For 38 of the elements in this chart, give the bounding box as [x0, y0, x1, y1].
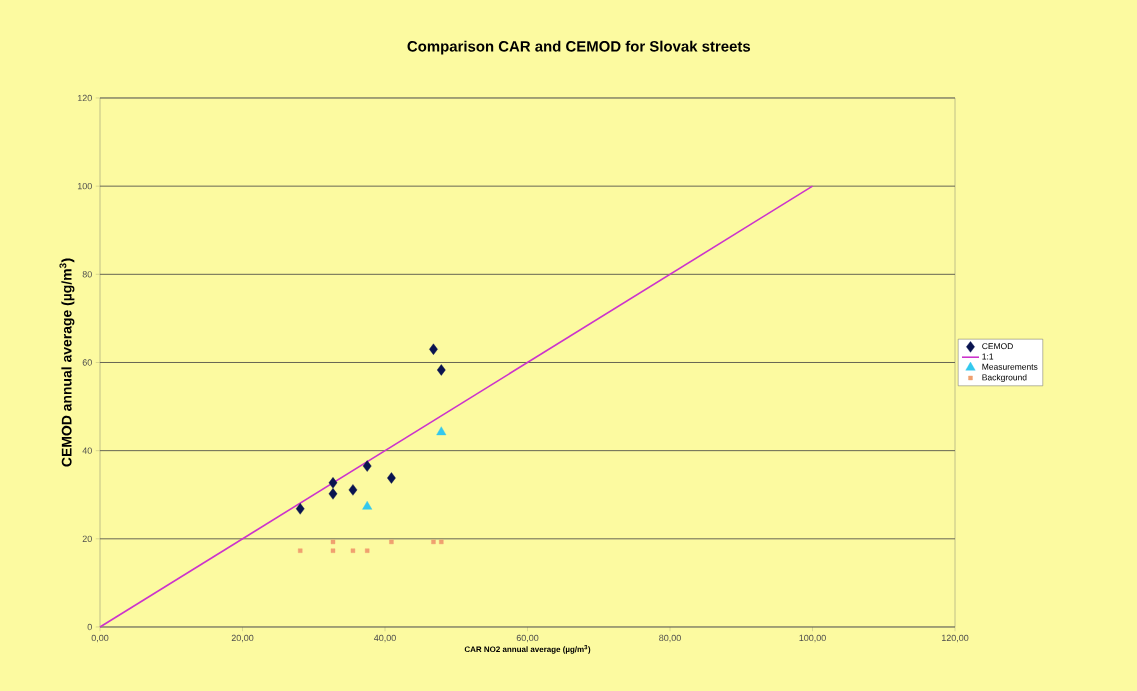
point — [387, 472, 396, 484]
point — [328, 488, 338, 500]
point — [298, 548, 303, 553]
x-tick-label: 100,00 — [799, 634, 826, 643]
point — [429, 343, 438, 355]
point — [436, 364, 446, 376]
point — [365, 548, 370, 553]
point — [330, 539, 336, 545]
x-tick-label: 120,00 — [941, 634, 969, 643]
y-tick-label: 80 — [82, 271, 92, 278]
y-tick-label: 0 — [87, 623, 92, 631]
legend-label: 1:1 — [982, 353, 994, 360]
chart-title: Comparison CAR and CEMOD for Slovak streets — [407, 40, 751, 55]
point — [348, 484, 358, 496]
x-tick-label: 80,00 — [659, 634, 681, 643]
y-tick-label: 120 — [77, 94, 92, 102]
y-tick-label: 100 — [77, 182, 92, 190]
point — [436, 426, 447, 436]
point — [350, 548, 356, 553]
x-tick-label: 40,00 — [373, 634, 396, 643]
y-tick-label: 20 — [82, 535, 92, 542]
point — [431, 539, 436, 545]
point — [295, 503, 305, 515]
x-tick-label: 20,00 — [231, 634, 254, 643]
y-axis-title: CEMOD annual average (µg/m$^{3}$) — [59, 258, 75, 467]
x-tick-label: 0,00 — [91, 634, 109, 643]
legend-label: Measurements — [982, 363, 1038, 370]
point — [362, 460, 372, 472]
point — [330, 548, 336, 553]
legend-label: Background — [982, 374, 1027, 383]
legend-label: CEMOD — [982, 343, 1013, 350]
point — [389, 539, 394, 545]
x-tick-label: 60,00 — [516, 634, 539, 643]
point — [328, 477, 338, 489]
y-tick-label: 60 — [82, 359, 92, 366]
y-tick-label: 40 — [82, 447, 92, 454]
point — [439, 539, 444, 545]
point — [362, 500, 373, 510]
